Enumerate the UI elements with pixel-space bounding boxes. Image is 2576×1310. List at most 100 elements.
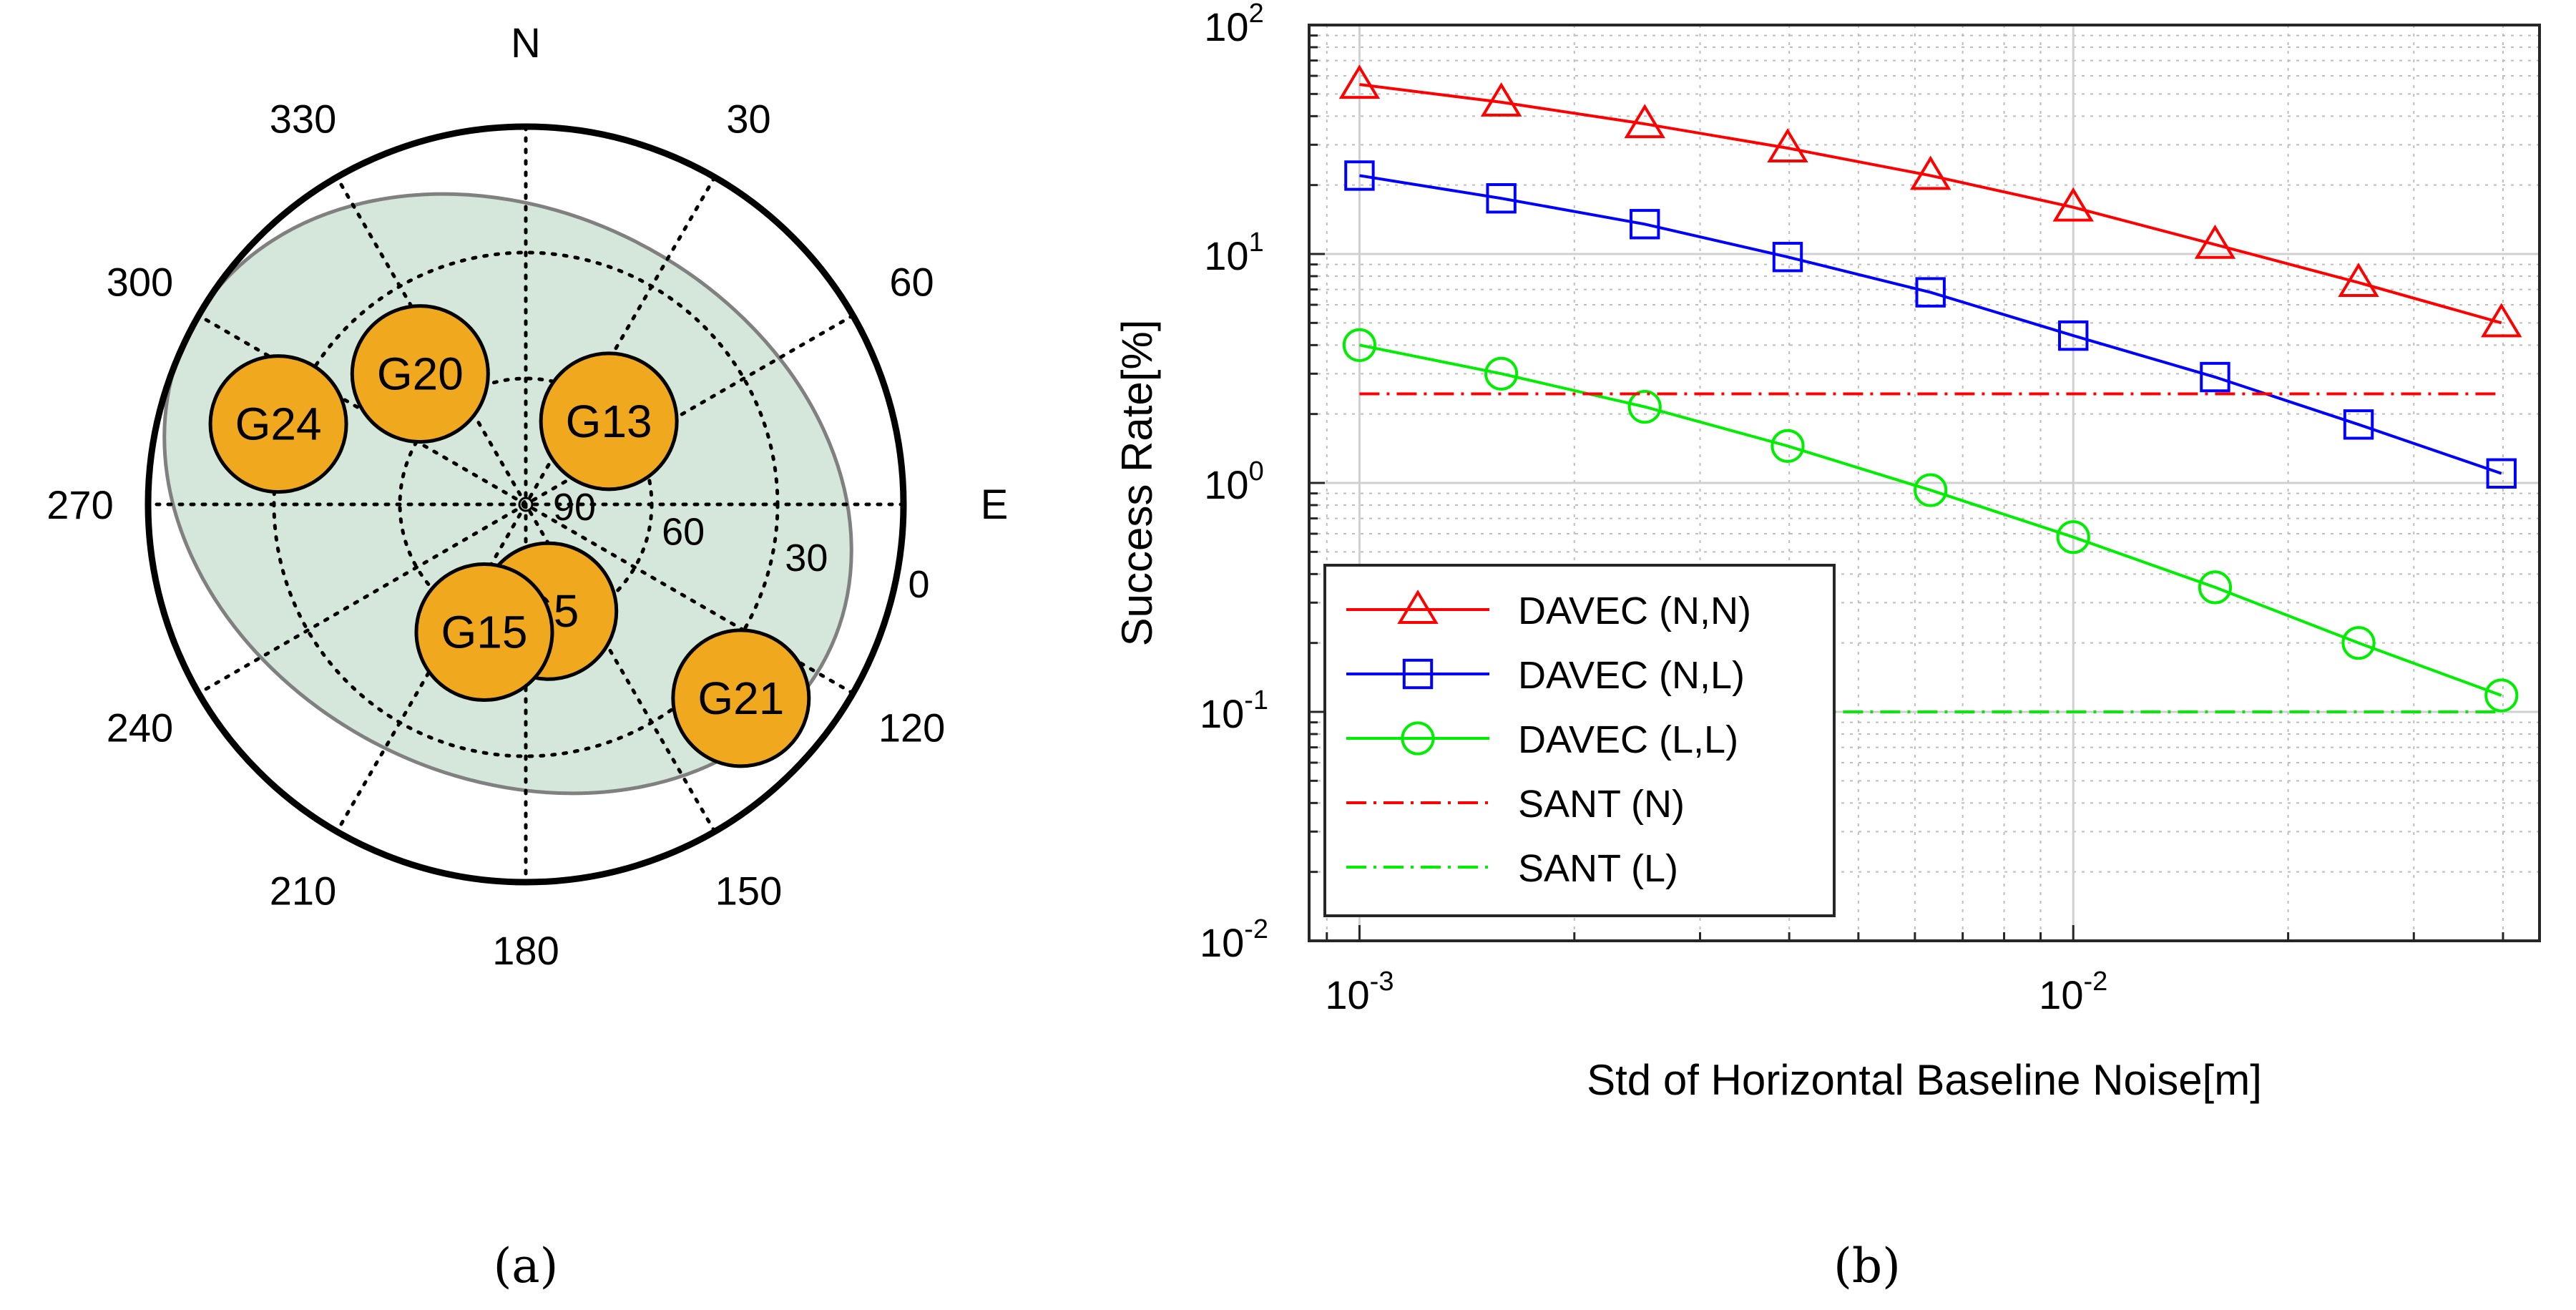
y-tick-label: 100: [1204, 456, 1263, 507]
azimuth-label-300: 300: [107, 260, 173, 305]
y-tick-label: 101: [1204, 228, 1263, 278]
caption-a: (a): [494, 1238, 559, 1294]
square-marker: [2486, 458, 2517, 489]
triangle-marker: [1480, 82, 1522, 117]
legend-entry: SANT (N): [1346, 783, 1685, 826]
satellite-marker: [414, 562, 554, 703]
azimuth-label-150: 150: [715, 869, 782, 914]
triangle-marker: [1909, 155, 1951, 190]
satellite-label: G15: [441, 607, 528, 658]
square-marker: [1486, 183, 1517, 214]
azimuth-label-120: 120: [878, 705, 945, 751]
satellite-label: G13: [566, 396, 652, 447]
legend-label: DAVEC (N,N): [1518, 590, 1751, 632]
circle-marker: [1484, 356, 1519, 391]
circle-marker: [2484, 678, 2519, 713]
y-tick-label: 102: [1204, 0, 1263, 49]
square-marker: [1402, 658, 1434, 690]
azimuth-label-30: 30: [726, 96, 770, 141]
circle-marker: [1914, 473, 1948, 507]
square-marker: [2058, 320, 2089, 351]
visibility-region: [162, 192, 853, 796]
azimuth-spoke-150: [335, 175, 717, 834]
circle-marker: [1401, 721, 1435, 756]
legend-entry: SANT (L): [1346, 847, 1678, 890]
y-tick-labels: 102 101 100 10-1 10-2: [1200, 0, 1268, 965]
series-layer: [1338, 64, 2522, 713]
east-label: E: [981, 482, 1009, 528]
y-axis-label: Success Rate[%]: [1113, 320, 1161, 647]
elevation-label-0: 0: [908, 563, 929, 606]
success-rate-chart: 102 101 100 10-1 10-2 10-3 10-2 Std of Horizo…: [1113, 0, 2541, 1294]
satellite-marker: [350, 304, 490, 444]
axis-ticks: [1309, 24, 2504, 942]
satellite-marker: [208, 354, 348, 494]
square-marker: [2343, 409, 2374, 440]
satellite-g13: G13: [539, 351, 679, 492]
series-line: [1359, 174, 2502, 475]
square-marker: [1915, 277, 1946, 308]
azimuth-label-330: 330: [270, 96, 336, 141]
triangle-marker: [1397, 590, 1439, 624]
legend-label: SANT (N): [1518, 783, 1685, 826]
satellite-g15: G15: [414, 562, 554, 703]
azimuth-label-240: 240: [107, 705, 173, 751]
y-tick-label: 10-2: [1200, 914, 1268, 965]
elevation-label-90: 90: [553, 486, 596, 529]
caption-b: (b): [1833, 1238, 1901, 1294]
square-marker: [1772, 242, 1803, 273]
satellite-label: G21: [697, 673, 784, 724]
satellite-g20: G20: [350, 304, 490, 444]
square-marker: [1630, 209, 1660, 240]
polar-grid: [146, 124, 906, 884]
x-tick-label: 10-3: [1325, 967, 1394, 1017]
azimuth-label-210: 210: [270, 869, 336, 914]
x-axis-label: Std of Horizontal Baseline Noise[m]: [1587, 1056, 2262, 1104]
triangle-marker: [2338, 263, 2379, 297]
series-davec-l-l: [1342, 328, 2519, 713]
triangle-marker: [1338, 64, 1381, 99]
elevation-labels: 90 60 30 0: [553, 486, 930, 606]
circle-marker: [1771, 429, 1805, 463]
sky-plot-outer-ring: [145, 123, 907, 886]
north-label: N: [511, 20, 541, 67]
triangle-marker: [2481, 303, 2522, 338]
azimuth-label-270: 270: [46, 482, 113, 527]
series-line: [1359, 83, 2502, 325]
triangle-marker: [1624, 104, 1665, 139]
triangle-marker: [1767, 128, 1808, 163]
legend-entry: DAVEC (N,L): [1346, 654, 1745, 697]
satellite-g21: G21: [671, 628, 811, 768]
circle-marker: [2198, 570, 2233, 605]
series-line: [1359, 343, 2502, 697]
triangle-marker: [2052, 187, 2094, 222]
elevation-label-30: 30: [785, 537, 828, 580]
zenith-marker: [518, 497, 534, 512]
x-tick-label: 10-2: [2039, 967, 2107, 1017]
legend-label: SANT (L): [1518, 847, 1678, 890]
legend: DAVEC (N,N) DAVEC (N,L) DAVEC (L,L) SANT (N…: [1323, 564, 1836, 917]
legend-entry: DAVEC (N,N): [1346, 590, 1751, 632]
circle-marker: [2341, 626, 2376, 660]
series-davec-n-n: [1338, 64, 2522, 338]
x-tick-labels: 10-3 10-2: [1325, 967, 2107, 1017]
series-davec-n-l: [1344, 160, 2517, 489]
legend-label: DAVEC (N,L): [1518, 654, 1745, 697]
azimuth-label-60: 60: [889, 260, 934, 305]
elevation-label-60: 60: [662, 511, 705, 554]
azimuth-label-180: 180: [492, 928, 559, 973]
y-tick-label: 10-1: [1200, 685, 1268, 736]
satellites: G20G13G24G5G15G21: [208, 304, 811, 768]
satellite-marker: [539, 351, 679, 492]
satellite-g24: G24: [208, 354, 348, 494]
legend-label: DAVEC (L,L): [1518, 718, 1738, 761]
triangle-marker: [2194, 224, 2236, 259]
legend-entry: DAVEC (L,L): [1346, 718, 1738, 761]
square-marker: [2200, 361, 2230, 393]
satellite-marker: [671, 628, 811, 768]
satellite-label: G24: [235, 399, 322, 450]
circle-marker: [1342, 328, 1377, 362]
